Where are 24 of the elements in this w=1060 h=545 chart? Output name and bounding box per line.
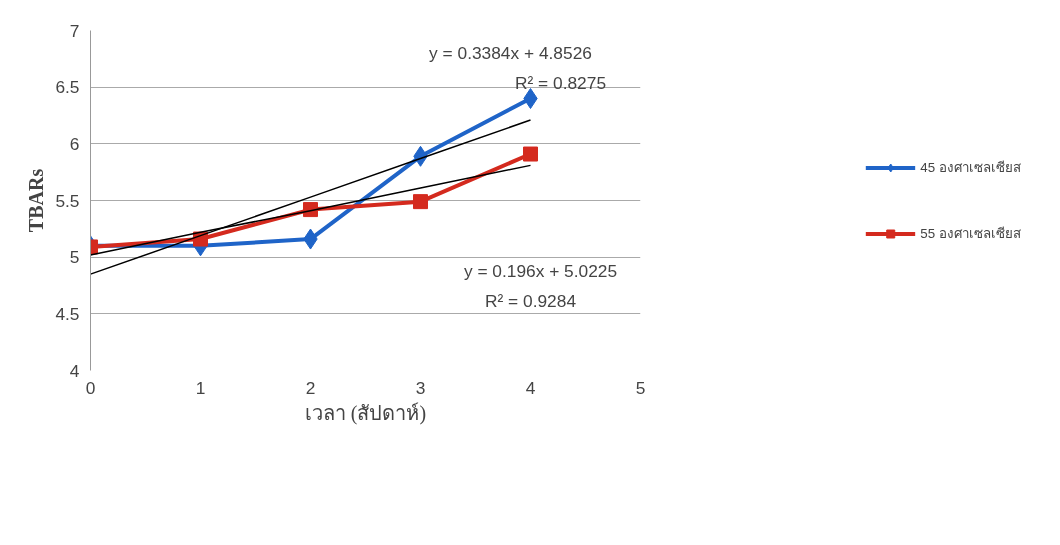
point (413, 194, 428, 210)
x-tick-label: 5 (635, 377, 646, 398)
legend-label: 55 องศาเซลเซียส (920, 224, 1021, 243)
annotation: R² = 0.8275 (514, 72, 607, 93)
y-tick-label: 5 (69, 247, 80, 268)
point (523, 146, 538, 162)
legend-label: 45 องศาเซลเซียส (920, 158, 1021, 177)
annotation: y = 0.196x + 5.0225 (463, 260, 618, 281)
y-tick-label: 5.5 (55, 190, 80, 211)
x-axis-title: เวลา (สัปดาห์) (304, 401, 427, 425)
x-tick-label: 1 (195, 377, 206, 398)
y-tick-label: 6.5 (55, 77, 80, 98)
y-tick-label: 4 (69, 360, 80, 381)
annotation: R² = 0.9284 (484, 290, 577, 311)
y-axis-title: TBARs (25, 168, 48, 233)
x-tick-label: 4 (525, 377, 536, 398)
y-tick-label: 6 (69, 133, 80, 154)
x-tick-label: 0 (85, 377, 96, 398)
annotation: y = 0.3384x + 4.8526 (429, 42, 592, 63)
y-tick-label: 7 (69, 20, 80, 41)
x-tick-label: 2 (305, 377, 316, 398)
x-tick-label: 3 (415, 377, 426, 398)
point (523, 88, 538, 109)
y-tick-label: 4.5 (55, 303, 80, 324)
